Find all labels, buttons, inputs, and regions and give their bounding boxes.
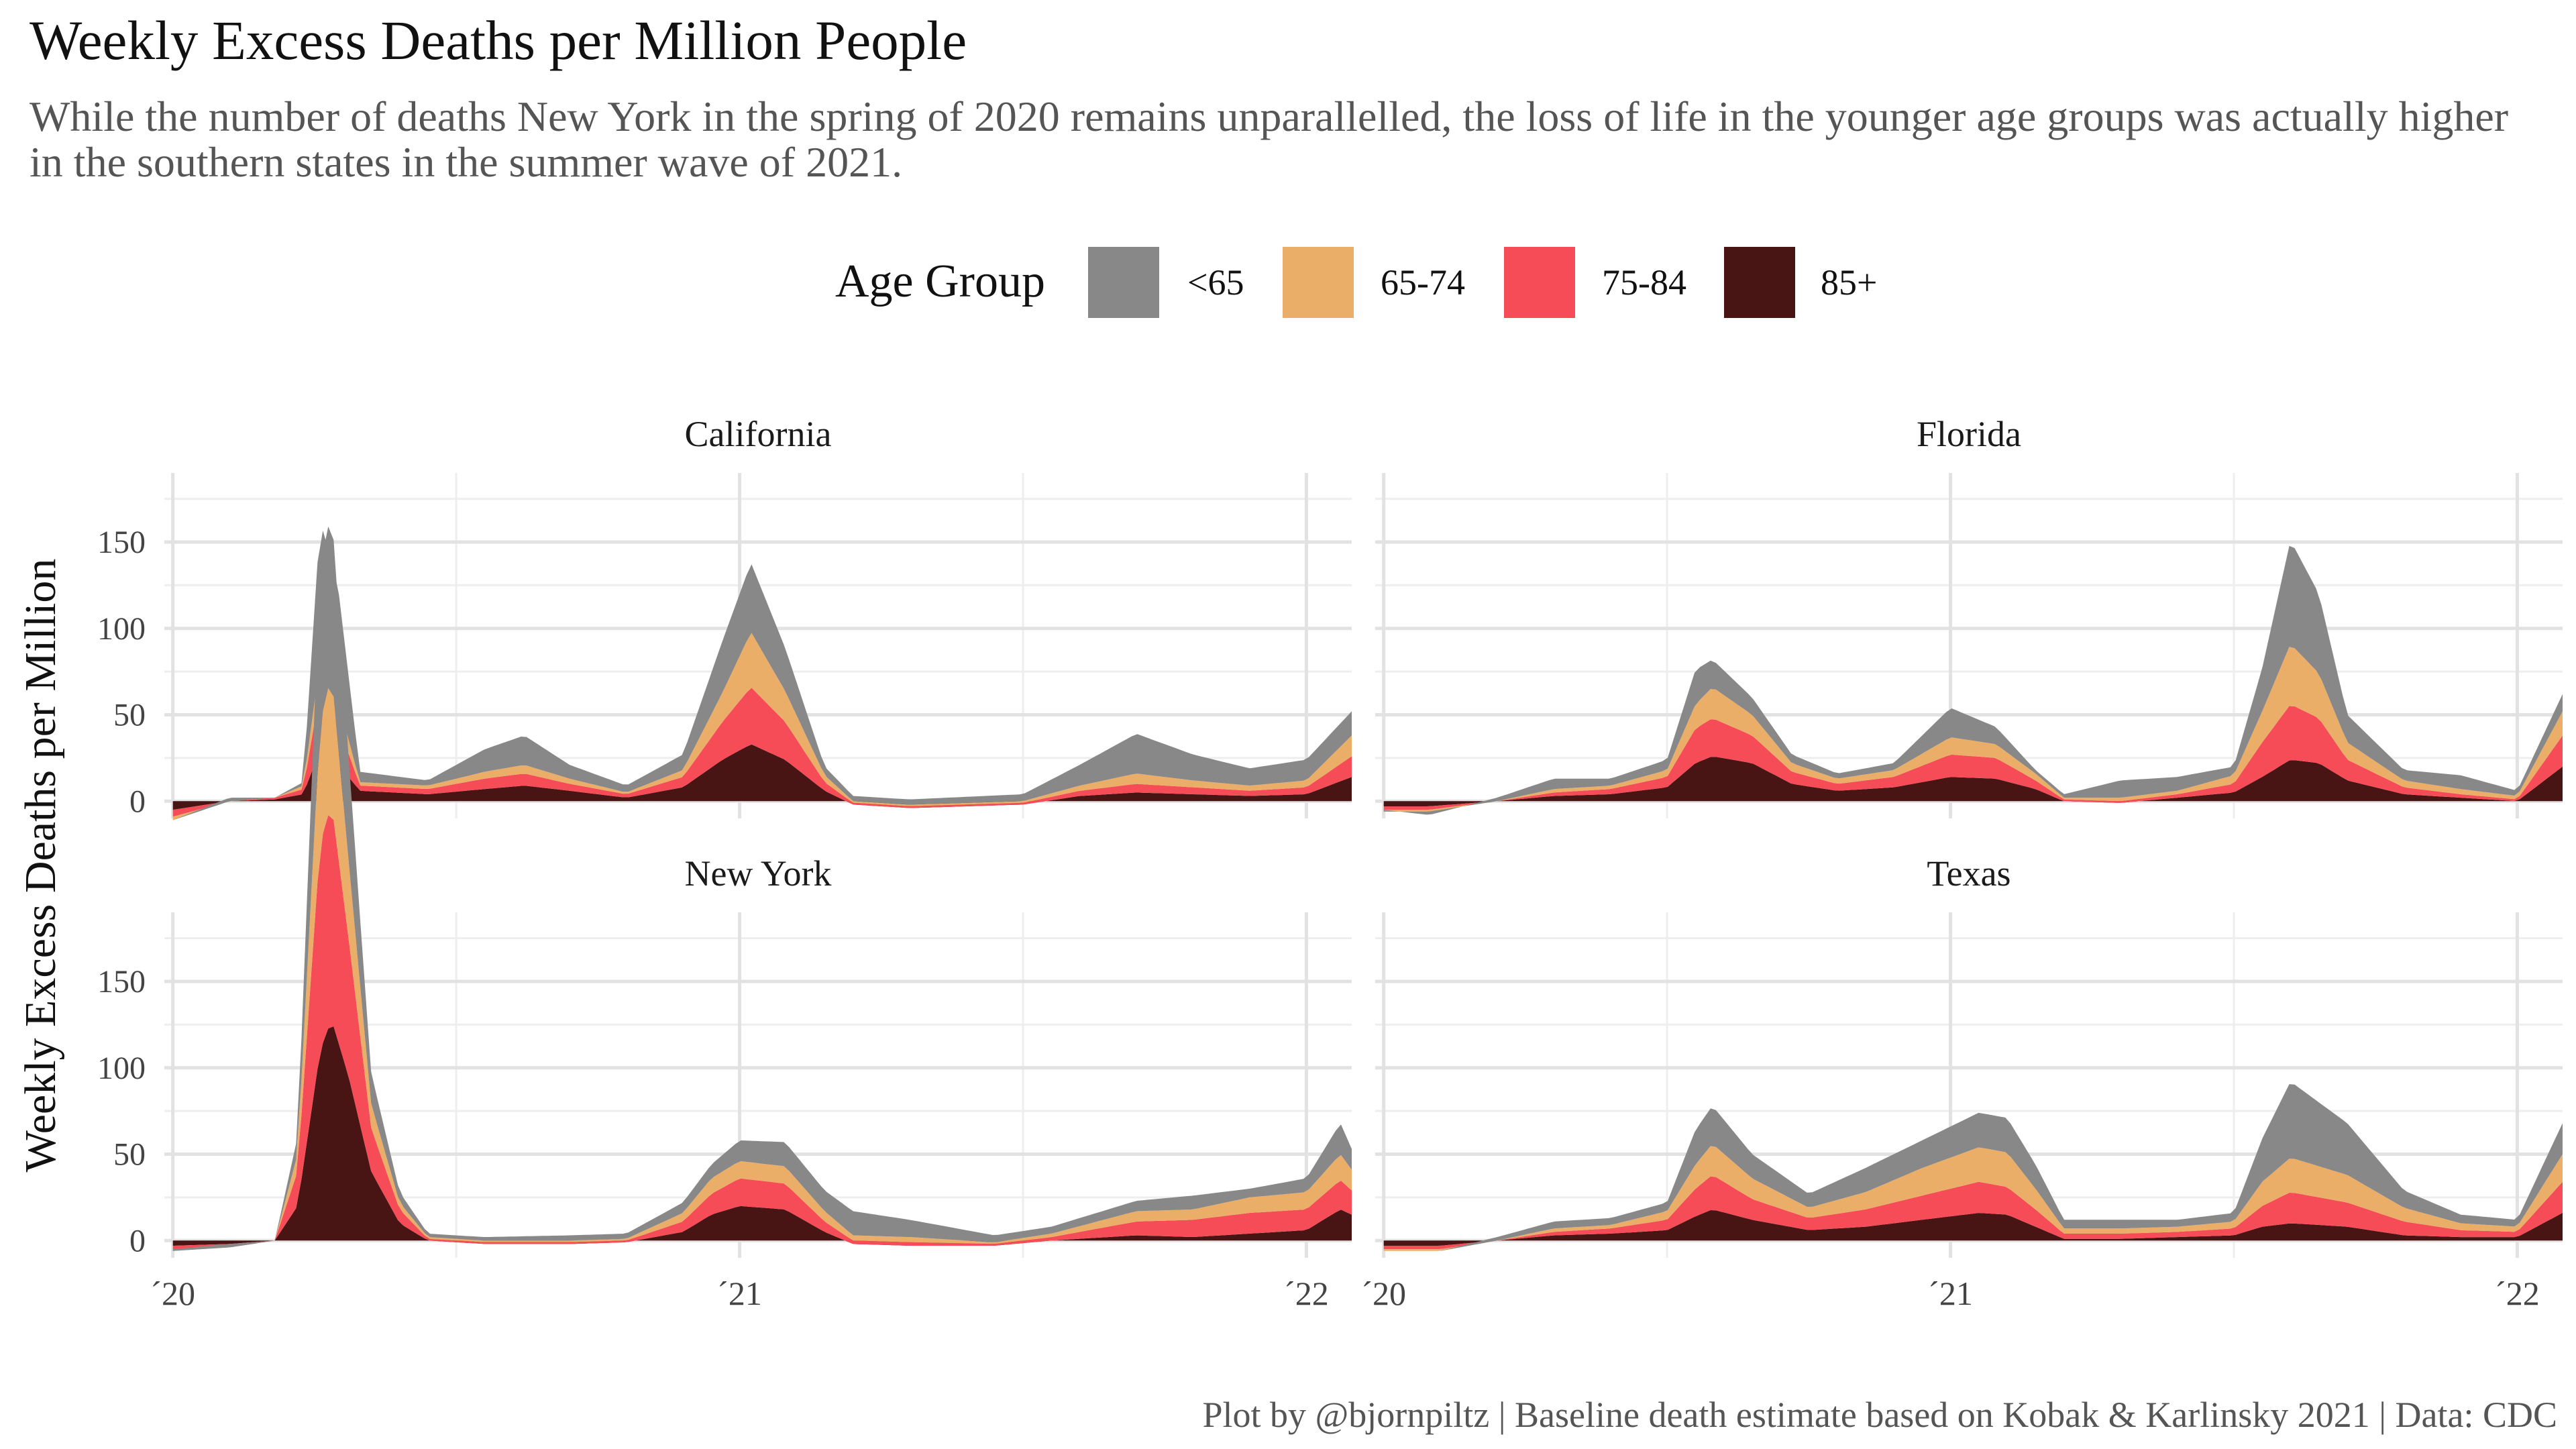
panel-texas: Texas ´20 ´21 ´22 — [1361, 853, 2563, 1312]
area-new-york-under-65 — [172, 526, 1352, 1251]
y-tick-label: 100 — [97, 1051, 146, 1086]
x-tick-label: ´20 — [150, 1275, 195, 1312]
area-new-york-75-84 — [172, 815, 1352, 1250]
x-tick-label: ´21 — [1928, 1275, 1973, 1312]
legend-key-65-74 — [1283, 247, 1354, 318]
y-tick-label: 0 — [129, 1223, 146, 1258]
area-florida-75-84 — [1383, 706, 2563, 810]
area-new-york-85-plus — [172, 1026, 1352, 1246]
y-tick-label: 150 — [97, 964, 146, 1000]
area-florida-85-plus — [1383, 757, 2563, 806]
chart-subtitle: While the number of deaths New York in t… — [30, 93, 2509, 186]
chart-caption: Plot by @bjornpiltz | Baseline death est… — [1202, 1395, 2557, 1435]
legend-title: Age Group — [835, 256, 1045, 307]
legend-label-85-plus: 85+ — [1821, 262, 1878, 303]
panel-new-york: New York 0 50 100 150 ´20 ´21 ´22 — [97, 526, 1352, 1312]
y-tick-label: 50 — [113, 698, 146, 733]
panel-label: Florida — [1917, 414, 2021, 454]
x-tick-label: ´22 — [1284, 1275, 1329, 1312]
area-california-75-84 — [172, 688, 1352, 817]
legend-key-75-84 — [1504, 247, 1575, 318]
panel-florida: Florida — [1375, 414, 2563, 818]
panel-label: California — [685, 414, 832, 454]
chart-title: Weekly Excess Deaths per Million People — [30, 9, 967, 71]
legend: Age Group <65 65-74 75-84 85+ — [0, 247, 2576, 321]
area-florida-under-65 — [1383, 545, 2563, 815]
panel-label: Texas — [1927, 853, 2010, 894]
area-texas-65-74 — [1383, 1146, 2563, 1251]
legend-label-65-74: 65-74 — [1381, 262, 1465, 303]
x-tick-label: ´22 — [2495, 1275, 2540, 1312]
y-tick-label: 100 — [97, 611, 146, 647]
area-texas-under-65 — [1383, 1084, 2563, 1251]
y-tick-label: 0 — [129, 784, 146, 819]
area-texas-75-84 — [1383, 1176, 2563, 1250]
y-tick-label: 150 — [97, 525, 146, 560]
area-california-85-plus — [172, 744, 1352, 810]
panel-california: California 0 50 100 150 — [97, 414, 1352, 820]
y-tick-label: 50 — [113, 1137, 146, 1173]
x-tick-label: ´20 — [1361, 1275, 1406, 1312]
legend-label-under-65: <65 — [1187, 262, 1244, 303]
area-texas-85-plus — [1383, 1210, 2563, 1246]
legend-label-75-84: 75-84 — [1602, 262, 1686, 303]
area-california-65-74 — [172, 633, 1352, 820]
panel-label: New York — [684, 853, 831, 894]
y-axis-title: Weekly Excess Deaths per Million — [16, 559, 65, 1173]
legend-key-under-65 — [1088, 247, 1159, 318]
x-tick-label: ´21 — [717, 1275, 762, 1312]
area-florida-65-74 — [1383, 647, 2563, 812]
legend-key-85-plus — [1724, 247, 1795, 318]
